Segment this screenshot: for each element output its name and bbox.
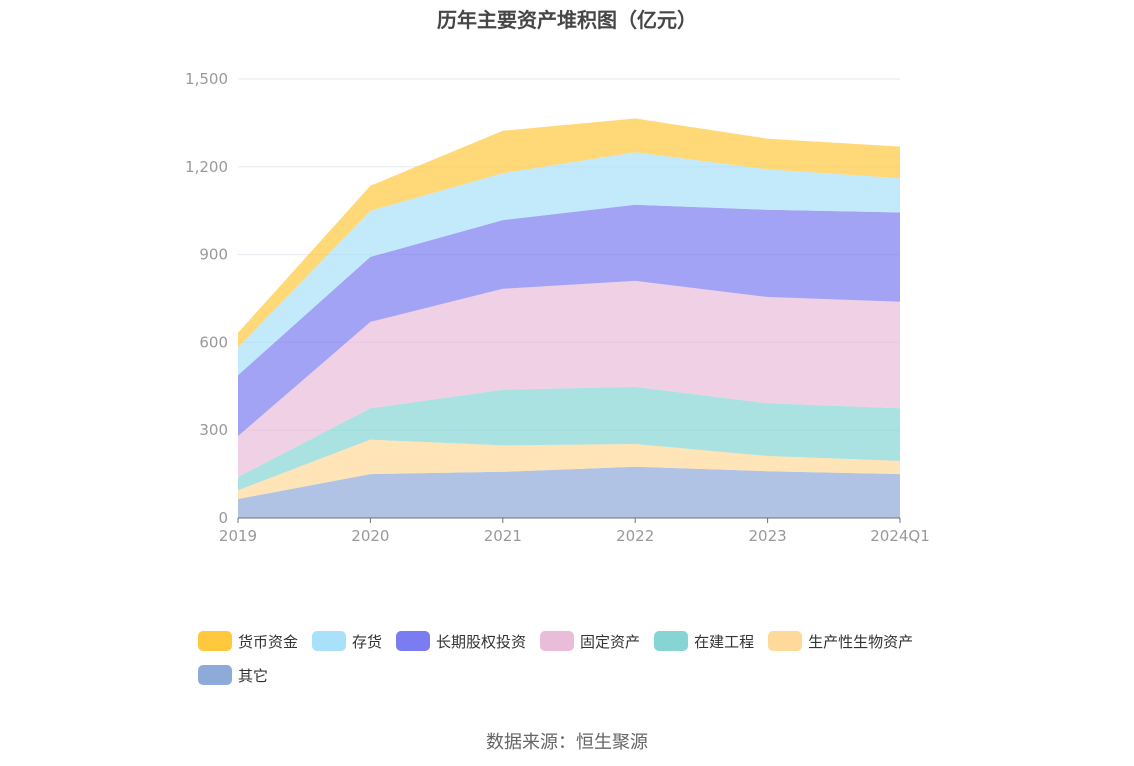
y-tick-label: 1,500 [185,70,228,88]
legend-label: 存货 [352,632,383,651]
x-tick-label: 2019 [219,527,257,545]
legend: 货币资金 存货 长期股权投资 固定资产 在建工程 生产性生物资产其它 [198,630,958,698]
x-tick-label: 2021 [484,527,522,545]
area-其它 [238,466,900,518]
axes: 0 300 600 900 1,200 1,500 2019 2020 2021 2022 2023… [185,70,930,545]
legend-swatch [540,631,575,651]
area-存货 [238,152,900,376]
y-tick-label: 600 [199,333,228,351]
legend-swatch [198,631,232,651]
area-固定资产 [238,280,900,477]
legend-item[interactable]: 固定资产 [540,630,640,652]
area-长期股权投资 [238,204,900,437]
legend-swatch [654,631,689,651]
area-series [238,118,900,518]
x-tick-label: 2024Q1 [870,527,930,545]
legend-swatch [396,631,431,651]
stacked-area-chart: 0 300 600 900 1,200 1,500 2019 2020 2021 2022 2023… [185,70,930,545]
y-tick-label: 300 [199,421,228,439]
legend-item[interactable]: 货币资金 [198,630,298,652]
legend-label: 生产性生物资产 [808,632,914,651]
legend-label: 固定资产 [580,632,641,651]
legend-item[interactable]: 在建工程 [654,630,754,652]
area-在建工程 [238,386,900,491]
legend-label: 货币资金 [238,632,299,651]
legend-swatch [768,631,803,651]
legend-item[interactable]: 长期股权投资 [396,630,526,652]
x-tick-label: 2023 [749,527,787,545]
y-tick-label: 900 [199,246,228,264]
area-生产性生物资产 [238,439,900,499]
legend-item[interactable]: 生产性生物资产 [768,630,913,652]
area-货币资金 [238,118,900,348]
legend-swatch [198,665,232,685]
legend-swatch [312,631,347,651]
legend-label: 其它 [238,666,269,685]
y-tick-label: 0 [218,509,228,527]
x-tick-label: 2022 [616,527,654,545]
data-source: 数据来源：恒生聚源 [486,732,648,753]
legend-label: 在建工程 [694,632,755,651]
chart-title: 历年主要资产堆积图（亿元） [437,8,697,32]
y-tick-label: 1,200 [185,158,228,176]
legend-item[interactable]: 存货 [312,630,382,652]
x-tick-label: 2020 [351,527,389,545]
legend-label: 长期股权投资 [436,632,527,651]
legend-item[interactable]: 其它 [198,664,268,686]
